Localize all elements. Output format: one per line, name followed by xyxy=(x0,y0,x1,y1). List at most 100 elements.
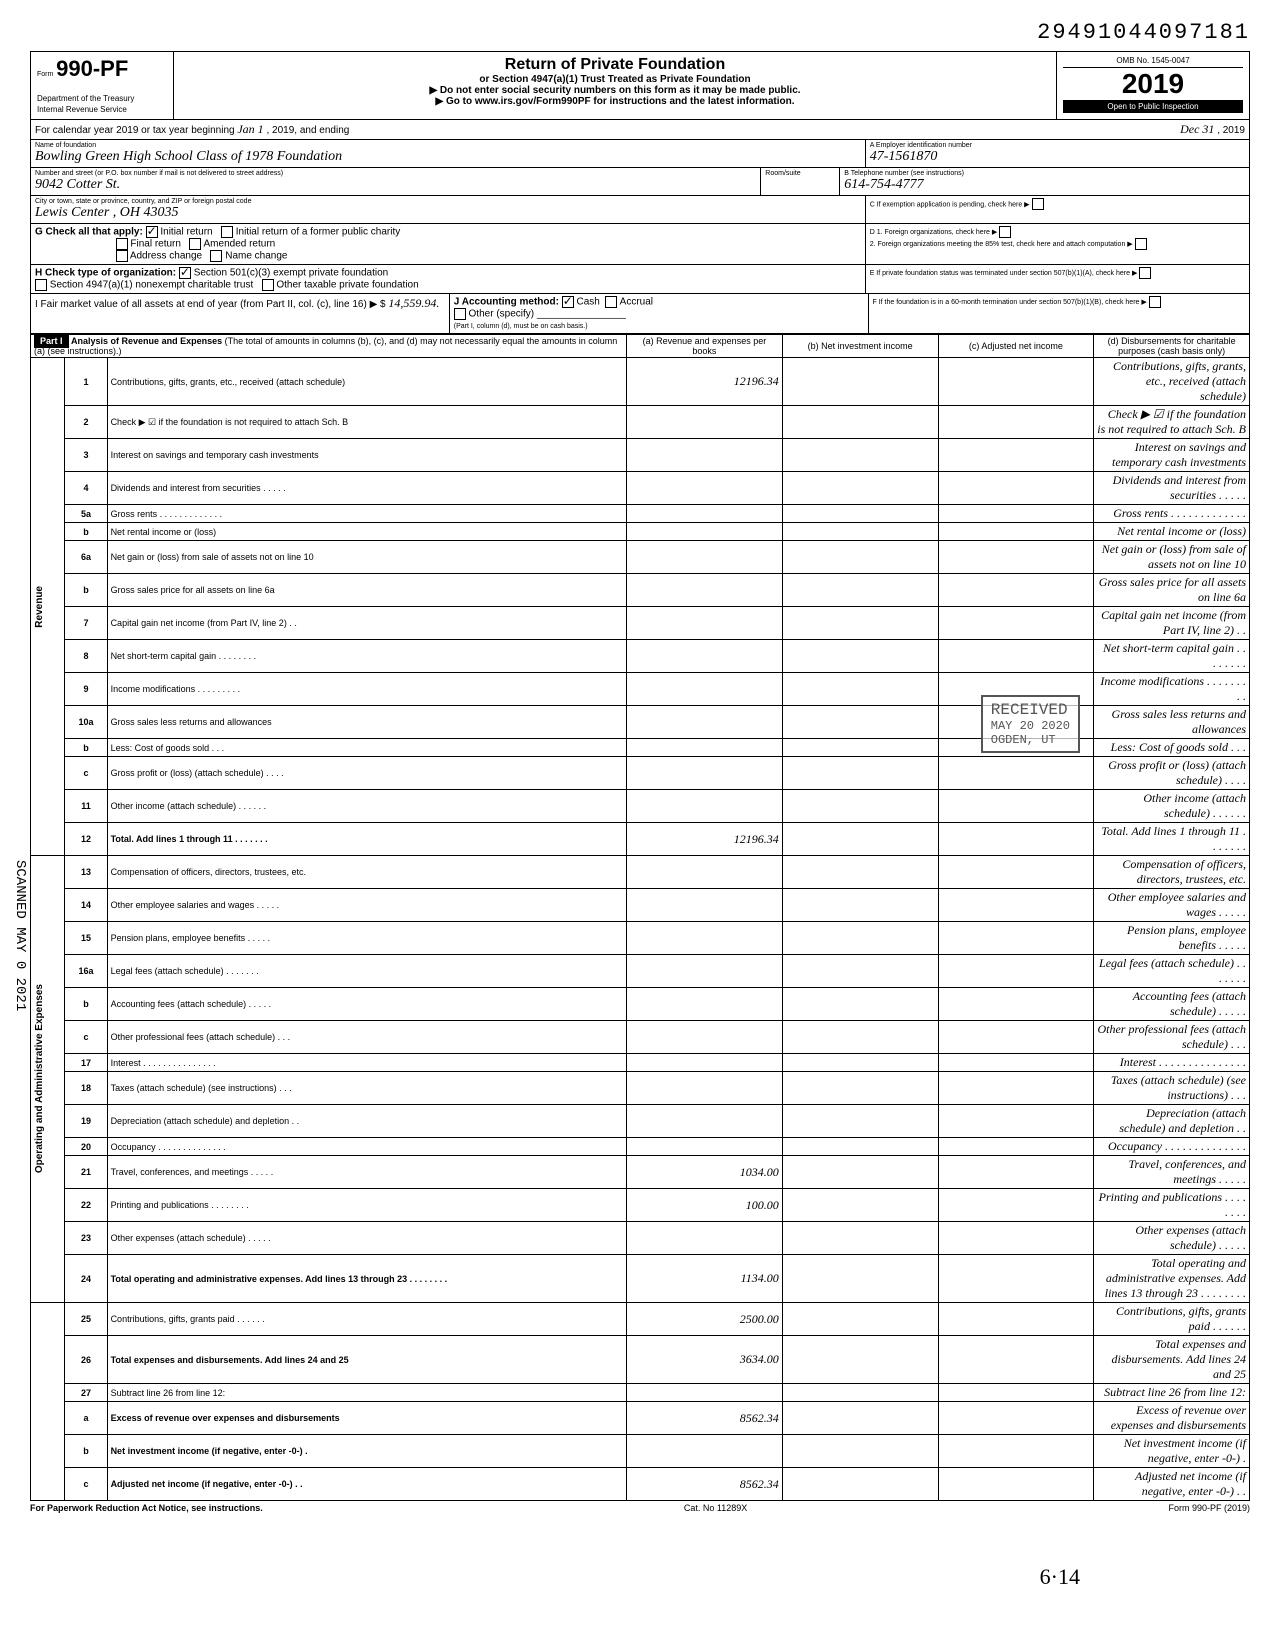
g-d-row: G Check all that apply: Initial return I… xyxy=(30,224,1250,265)
row-val-d: Accounting fees (attach schedule) . . . … xyxy=(1094,988,1250,1021)
row-val-c xyxy=(938,1222,1094,1255)
j-cash: Cash xyxy=(577,297,600,308)
i-j-f-row: I Fair market value of all assets at end… xyxy=(30,294,1250,334)
row-desc: Taxes (attach schedule) (see instruction… xyxy=(107,1072,627,1105)
row-val-a xyxy=(627,1138,783,1156)
j-cash-chk[interactable] xyxy=(562,296,574,308)
c-checkbox[interactable] xyxy=(1032,198,1044,210)
row-desc: Interest on savings and temporary cash i… xyxy=(107,439,627,472)
row-num: b xyxy=(65,988,107,1021)
footer: For Paperwork Reduction Act Notice, see … xyxy=(30,1503,1250,1513)
row-num: 20 xyxy=(65,1138,107,1156)
row-val-b xyxy=(782,541,938,574)
row-val-a xyxy=(627,1435,783,1468)
table-row: Revenue1Contributions, gifts, grants, et… xyxy=(31,358,1250,406)
row-val-a xyxy=(627,640,783,673)
j-accrual: Accrual xyxy=(620,297,653,308)
table-row: 15Pension plans, employee benefits . . .… xyxy=(31,922,1250,955)
g-initial-chk[interactable] xyxy=(146,226,158,238)
row-num: 21 xyxy=(65,1156,107,1189)
row-val-c xyxy=(938,406,1094,439)
phone: 614-754-4777 xyxy=(844,177,1245,193)
row-num: 5a xyxy=(65,505,107,523)
h-4947-chk[interactable] xyxy=(35,279,47,291)
h-other-chk[interactable] xyxy=(262,279,274,291)
row-val-b xyxy=(782,1336,938,1384)
row-val-c xyxy=(938,1384,1094,1402)
row-val-b xyxy=(782,505,938,523)
row-val-d: Net rental income or (loss) xyxy=(1094,523,1250,541)
d1-chk[interactable] xyxy=(999,226,1011,238)
street-address: 9042 Cotter St. xyxy=(35,177,756,193)
d1-label: D 1. Foreign organizations, check here xyxy=(870,229,990,236)
table-row: 27Subtract line 26 from line 12:Subtract… xyxy=(31,1384,1250,1402)
row-desc: Contributions, gifts, grants paid . . . … xyxy=(107,1303,627,1336)
row-val-d: Less: Cost of goods sold . . . xyxy=(1094,739,1250,757)
row-val-a xyxy=(627,856,783,889)
row-desc: Compensation of officers, directors, tru… xyxy=(107,856,627,889)
room-label: Room/suite xyxy=(765,170,835,177)
row-val-d: Capital gain net income (from Part IV, l… xyxy=(1094,607,1250,640)
row-val-a: 12196.34 xyxy=(627,823,783,856)
h-label: H Check type of organization: xyxy=(35,268,176,279)
row-desc: Total expenses and disbursements. Add li… xyxy=(107,1336,627,1384)
row-num: b xyxy=(65,574,107,607)
row-val-a: 2500.00 xyxy=(627,1303,783,1336)
row-val-a xyxy=(627,1021,783,1054)
row-val-c xyxy=(938,1054,1094,1072)
row-val-c xyxy=(938,505,1094,523)
row-num: 7 xyxy=(65,607,107,640)
row-val-d: Other professional fees (attach schedule… xyxy=(1094,1021,1250,1054)
e-chk[interactable] xyxy=(1139,267,1151,279)
foundation-name: Bowling Green High School Class of 1978 … xyxy=(35,149,861,165)
row-val-b xyxy=(782,1303,938,1336)
e-label: E If private foundation status was termi… xyxy=(870,270,1130,277)
row-desc: Accounting fees (attach schedule) . . . … xyxy=(107,988,627,1021)
row-num: b xyxy=(65,523,107,541)
row-val-c xyxy=(938,1468,1094,1501)
row-val-d: Depreciation (attach schedule) and deple… xyxy=(1094,1105,1250,1138)
row-val-b xyxy=(782,1402,938,1435)
row-val-a xyxy=(627,790,783,823)
table-row: 25Contributions, gifts, grants paid . . … xyxy=(31,1303,1250,1336)
g-name-chk[interactable] xyxy=(210,250,222,262)
row-val-a xyxy=(627,574,783,607)
h-501c3-chk[interactable] xyxy=(179,267,191,279)
row-val-d: Income modifications . . . . . . . . . xyxy=(1094,673,1250,706)
row-val-b xyxy=(782,889,938,922)
row-val-d: Other expenses (attach schedule) . . . .… xyxy=(1094,1222,1250,1255)
g-amended-chk[interactable] xyxy=(189,238,201,250)
f-chk[interactable] xyxy=(1149,296,1161,308)
row-val-c xyxy=(938,1255,1094,1303)
row-num: c xyxy=(65,757,107,790)
table-row: 4Dividends and interest from securities … xyxy=(31,472,1250,505)
row-val-b xyxy=(782,739,938,757)
form-number: 990-PF xyxy=(56,56,128,81)
part1-table: Part I Analysis of Revenue and Expenses … xyxy=(30,334,1250,1501)
row-val-b xyxy=(782,1189,938,1222)
row-desc: Capital gain net income (from Part IV, l… xyxy=(107,607,627,640)
row-val-a xyxy=(627,757,783,790)
g-initial-former: Initial return of a former public charit… xyxy=(236,227,401,238)
row-val-b xyxy=(782,706,938,739)
row-val-c xyxy=(938,856,1094,889)
tax-year: 2019 xyxy=(1063,68,1243,100)
j-accrual-chk[interactable] xyxy=(605,296,617,308)
table-row: bGross sales price for all assets on lin… xyxy=(31,574,1250,607)
g-address-chk[interactable] xyxy=(116,250,128,262)
row-num: b xyxy=(65,739,107,757)
form-subtitle3: ▶ Go to www.irs.gov/Form990PF for instru… xyxy=(180,96,1050,107)
row-val-d: Gross rents . . . . . . . . . . . . . xyxy=(1094,505,1250,523)
row-num: 6a xyxy=(65,541,107,574)
row-val-a xyxy=(627,1054,783,1072)
row-val-b xyxy=(782,856,938,889)
g-initial-former-chk[interactable] xyxy=(221,226,233,238)
period-mid-label: , 2019, and ending xyxy=(266,125,349,136)
j-other-chk[interactable] xyxy=(454,308,466,320)
table-row: 18Taxes (attach schedule) (see instructi… xyxy=(31,1072,1250,1105)
d2-chk[interactable] xyxy=(1135,238,1147,250)
phone-label: B Telephone number (see instructions) xyxy=(844,170,1245,177)
g-final-chk[interactable] xyxy=(116,238,128,250)
row-val-c xyxy=(938,607,1094,640)
row-val-a: 1034.00 xyxy=(627,1156,783,1189)
